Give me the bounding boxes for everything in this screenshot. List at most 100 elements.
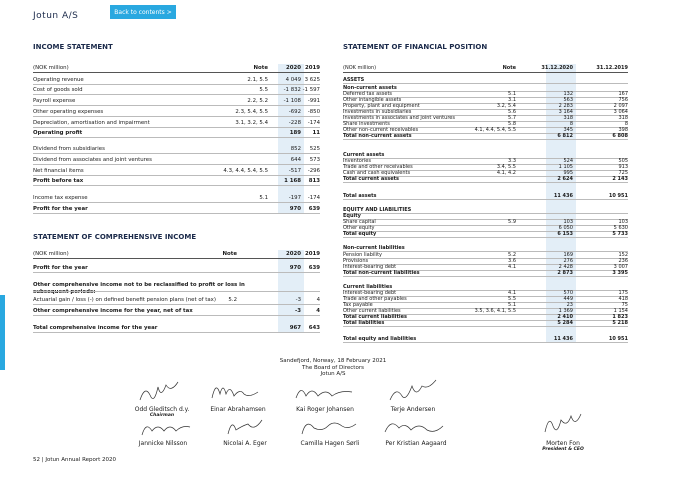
- value-cell: 75: [621, 301, 628, 308]
- signature-heading: The Board of Directors: [302, 364, 364, 371]
- separator: [33, 94, 320, 95]
- separator: [33, 164, 320, 165]
- note-cell: 4.1, 4.2: [496, 169, 516, 176]
- value-cell: 11 436: [553, 335, 573, 342]
- signature: [384, 423, 444, 433]
- separator: [343, 314, 628, 315]
- back-button[interactable]: Back to contents >: [110, 5, 176, 19]
- row-label: Total comprehensive income for the year: [33, 324, 158, 331]
- row-label: Provisions: [343, 257, 369, 264]
- value-cell: 5 218: [612, 319, 628, 326]
- value-cell: -174: [307, 119, 320, 126]
- note-cell: 3.4, 5.5: [496, 163, 516, 170]
- row-label: Equity: [343, 212, 361, 219]
- row-label: ASSETS: [343, 76, 365, 83]
- note-cell: 2.1, 5.5: [247, 76, 268, 83]
- value-cell: 1 369: [558, 307, 573, 314]
- separator: [343, 115, 628, 116]
- row-label: Total assets: [343, 192, 377, 199]
- value-cell: 5 733: [612, 230, 628, 237]
- value-cell: -296: [307, 167, 320, 174]
- value-cell: 345: [563, 126, 573, 133]
- value-cell: 525: [309, 145, 320, 152]
- row-label: Pension liability: [343, 251, 382, 258]
- signature-heading: Jotun A/S: [320, 371, 346, 377]
- value-cell: 970: [289, 205, 301, 212]
- separator: [343, 231, 628, 232]
- signature: [211, 387, 259, 399]
- separator: [343, 103, 628, 104]
- value-cell: 398: [618, 126, 628, 133]
- row-label: Dividend from subsidiaries: [33, 145, 105, 152]
- row-label: Profit for the year: [33, 205, 88, 212]
- row-label: Non-current assets: [343, 84, 397, 91]
- separator: [33, 272, 320, 273]
- value-cell: 3 064: [613, 108, 628, 115]
- value-cell: 5 630: [613, 224, 628, 231]
- separator: [343, 121, 628, 122]
- value-cell: -850: [307, 108, 320, 115]
- row-label: Depreciation, amortisation and impairmen…: [33, 119, 150, 126]
- signatory-name: Kai Roger Johansen: [296, 406, 354, 413]
- value-cell: 318: [618, 114, 628, 121]
- note-cell: 5.8: [508, 120, 516, 127]
- row-label: Payroll expense: [33, 97, 76, 104]
- row-label: Operating profit: [33, 129, 83, 136]
- value-cell: -1 597: [302, 86, 320, 93]
- value-cell: 3 007: [613, 263, 628, 270]
- separator: [343, 109, 628, 110]
- separator: [343, 225, 628, 226]
- row-label: Deferred tax assets: [343, 90, 393, 97]
- separator: [33, 72, 320, 73]
- row-label: Investments in associates and joint vent…: [343, 114, 455, 121]
- value-cell: 4: [316, 307, 320, 314]
- column-header: (NOK million): [33, 64, 69, 71]
- value-cell: 10 951: [608, 192, 628, 199]
- row-label: Other equity: [343, 224, 375, 231]
- value-cell: 167: [618, 90, 628, 97]
- signature: [389, 379, 437, 401]
- signatory-name: Morten Fon: [546, 440, 580, 447]
- separator: [343, 308, 628, 309]
- separator: [343, 97, 628, 98]
- value-cell: 169: [563, 251, 573, 258]
- separator: [343, 326, 628, 327]
- signatory-name: Per Kristian Aagaard: [385, 440, 447, 447]
- note-cell: 5.2: [508, 251, 516, 258]
- separator: [343, 158, 628, 159]
- separator: [33, 105, 320, 106]
- value-cell: 175: [618, 289, 628, 296]
- value-cell: 23: [566, 301, 573, 308]
- value-cell: 2 283: [558, 102, 573, 109]
- row-label: Cash and cash equivalents: [343, 169, 411, 176]
- separator: [33, 137, 320, 138]
- note-cell: 5.5: [259, 86, 268, 93]
- value-cell: -197: [288, 194, 301, 201]
- row-label: Interest-bearing debt: [343, 263, 397, 270]
- row-label: Profit for the year: [33, 264, 88, 271]
- value-cell: 6 808: [612, 132, 628, 139]
- signatory-name: Odd Gleditsch d.y.: [134, 406, 190, 413]
- value-cell: 2 143: [612, 175, 628, 182]
- value-cell: 570: [563, 289, 573, 296]
- separator: [343, 264, 628, 265]
- value-cell: 639: [308, 264, 320, 271]
- row-label: Non-current liabilities: [343, 244, 405, 251]
- value-cell: 639: [308, 205, 320, 212]
- signature: [227, 419, 263, 435]
- row-label: Total equity: [343, 230, 377, 237]
- value-cell: 236: [618, 257, 628, 264]
- separator: [33, 175, 320, 176]
- separator: [343, 72, 628, 73]
- footer: 52 | Jotun Annual Report 2020: [33, 457, 117, 463]
- value-cell: 967: [289, 324, 301, 331]
- value-cell: 643: [308, 324, 320, 331]
- value-cell: 6 812: [557, 132, 573, 139]
- separator: [343, 139, 628, 140]
- value-cell: 8: [569, 120, 573, 127]
- row-label: Other comprehensive income for the year,…: [33, 307, 193, 314]
- value-cell: 813: [308, 177, 320, 184]
- value-cell: -1 832: [283, 86, 301, 93]
- row-label: Other current liabilities: [343, 307, 401, 314]
